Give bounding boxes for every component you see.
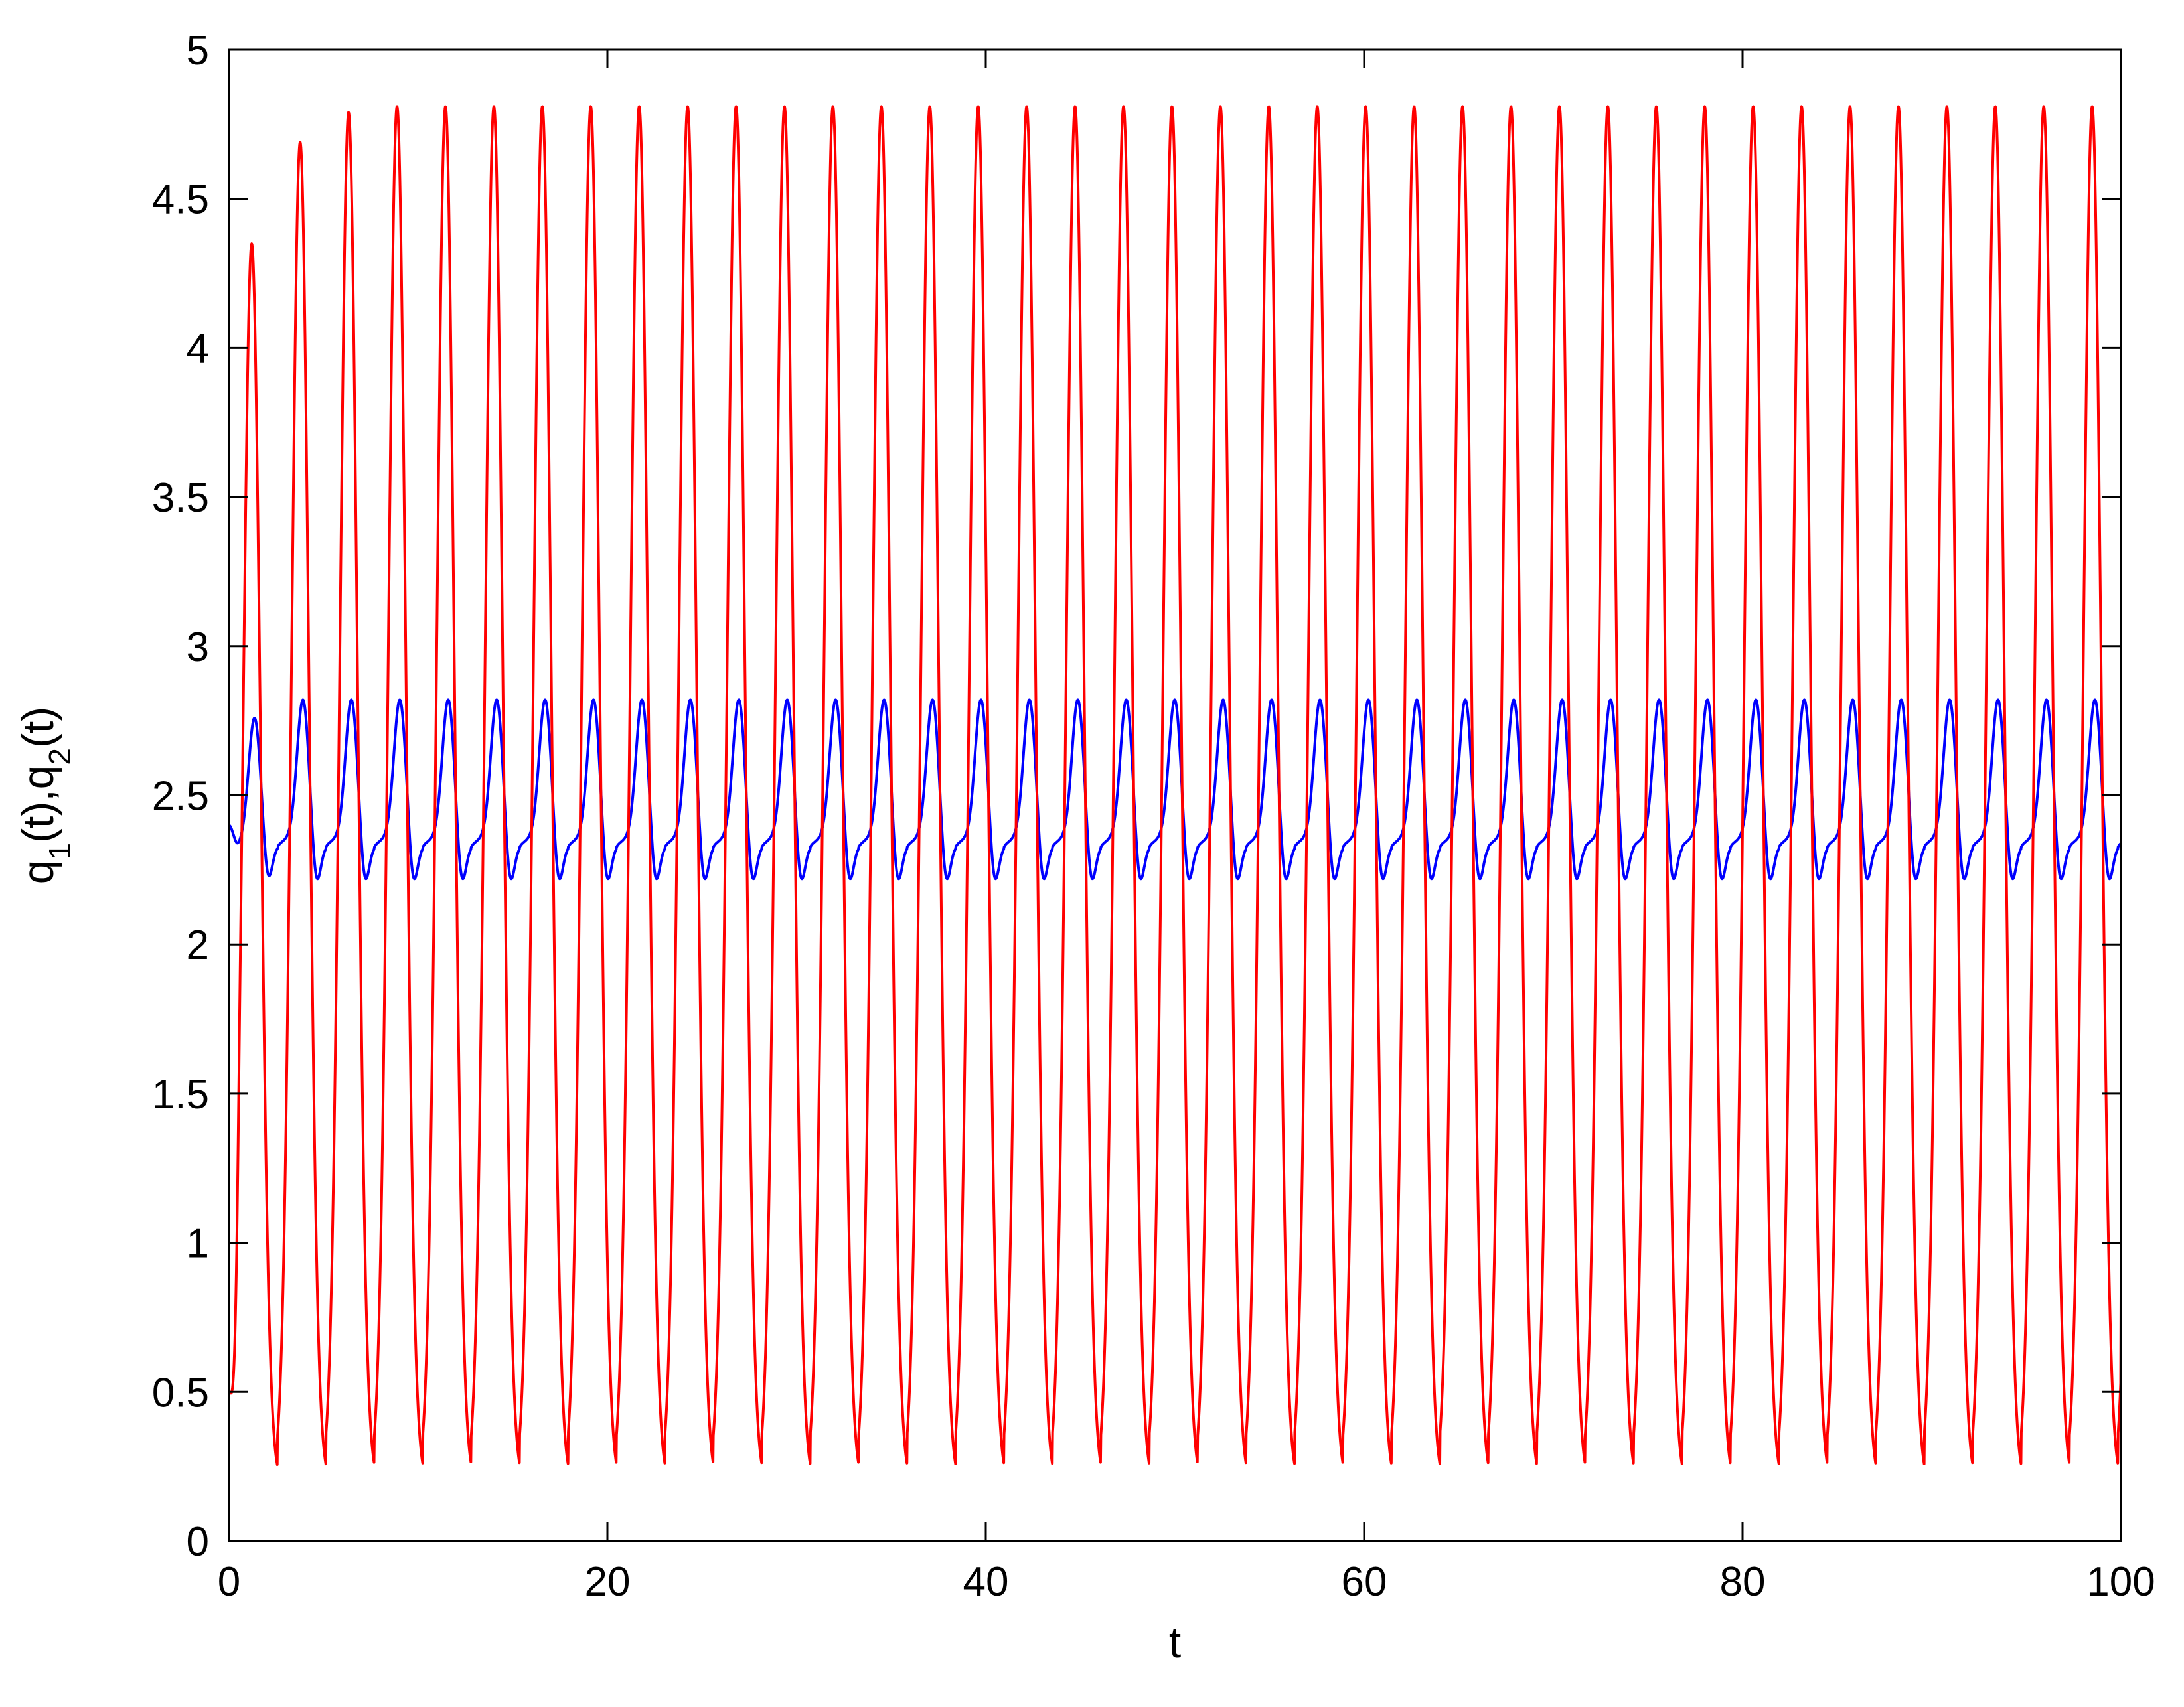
y-tick-label: 2: [187, 923, 209, 968]
y-axis-label-part: (t): [13, 707, 62, 748]
y-tick-label: 4: [187, 326, 209, 372]
y-tick-label: 5: [187, 28, 209, 74]
y-tick-label: 0.5: [152, 1370, 209, 1416]
x-tick-label: 0: [218, 1559, 240, 1605]
series-q2-line: [228, 698, 2122, 881]
axes-layer: 0 20 40 60 80 100 0 0.5 1 1.5 2 2.5 3 3.5 4 4.5 5: [152, 28, 2155, 1605]
y-tick-label: 2.5: [152, 774, 209, 820]
x-tick-label: 80: [1720, 1559, 1766, 1605]
y-tick-label: 0: [187, 1519, 209, 1565]
y-axis-label-part: 2: [42, 748, 77, 765]
y-axis-label-part: 1: [42, 843, 77, 860]
y-tick-label: 3.5: [152, 475, 209, 521]
y-tick-label: 1: [187, 1221, 209, 1267]
y-axis-label: q1(t),q2(t): [13, 707, 77, 885]
x-tick-label: 100: [2086, 1559, 2155, 1605]
x-axis-label: t: [1169, 1617, 1181, 1667]
series-layer: [228, 105, 2122, 1466]
x-tick-label: 60: [1342, 1559, 1387, 1605]
x-tick-label: 20: [585, 1559, 631, 1605]
y-tick-label: 4.5: [152, 177, 209, 223]
x-tick-label: 40: [963, 1559, 1009, 1605]
y-tick-label: 3: [187, 625, 209, 670]
y-axis-label-part: q: [13, 860, 62, 885]
series-q1-line: [228, 105, 2122, 1466]
y-axis-label-part: (t),q: [13, 765, 62, 843]
y-tick-label: 1.5: [152, 1072, 209, 1118]
